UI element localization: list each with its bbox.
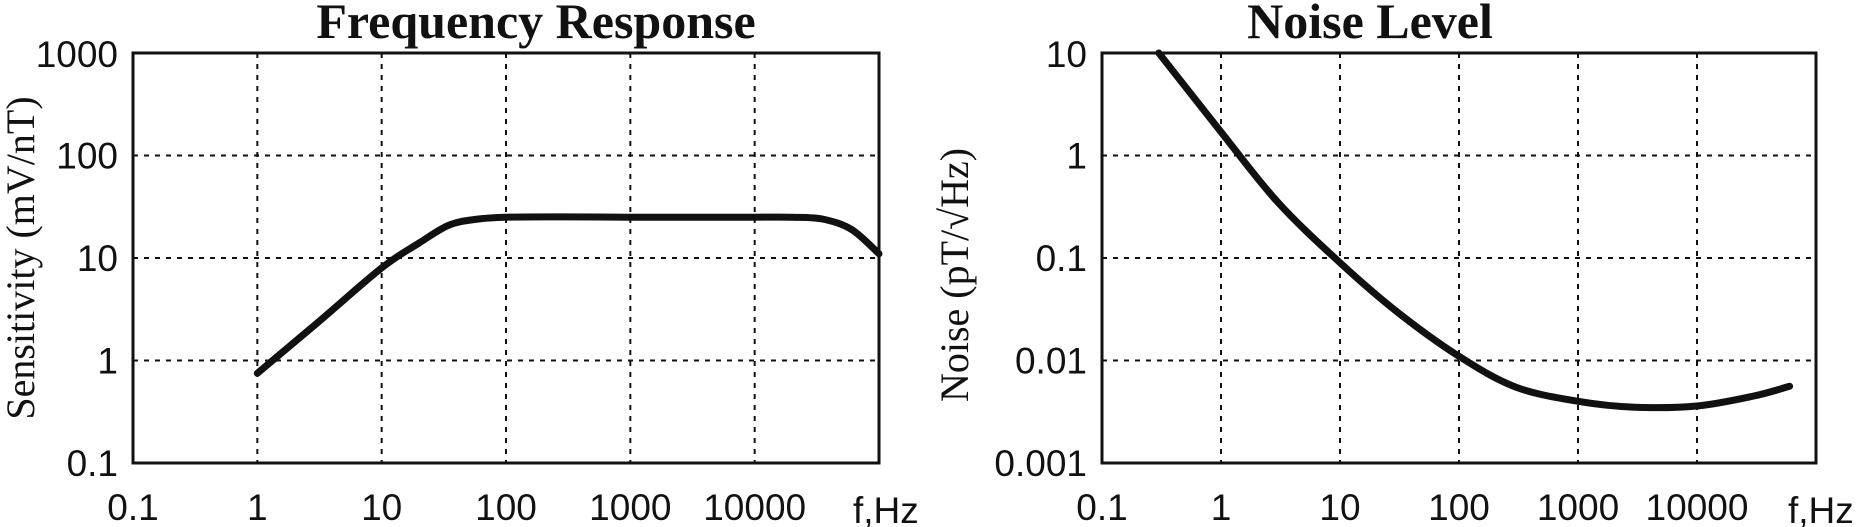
noise-level-plot-frame <box>1100 51 1818 465</box>
frequency-response-title: Frequency Response <box>316 0 755 49</box>
frequency-response-x-tick-label: 0.1 <box>107 487 158 527</box>
frequency-response-x-tick-label: 10 <box>361 487 402 527</box>
frequency-response-x-axis-label: f,Hz <box>853 490 919 527</box>
noise-level-x-tick-label: 10000 <box>1646 487 1749 527</box>
frequency-response-x-tick-label: 1 <box>247 487 268 527</box>
noise-level-x-tick-label: 100 <box>1428 487 1490 527</box>
frequency-response-y-tick-label: 10 <box>77 238 118 279</box>
noise-level-y-tick-label: 1 <box>1066 136 1087 177</box>
noise-level-x-tick-label: 1000 <box>1537 487 1619 527</box>
noise-level-y-tick-label: 0.01 <box>1015 341 1087 382</box>
frequency-response-plot-frame <box>131 51 881 465</box>
noise-level-y-axis-label: Noise (pT/√Hz) <box>932 148 977 402</box>
noise-level-title: Noise Level <box>1247 0 1493 49</box>
frequency-response-y-tick-label: 1000 <box>36 34 118 75</box>
frequency-response-x-tick-label: 100 <box>475 487 537 527</box>
frequency-response-chart: Frequency Response 0.1 1 10 100 1000 0.1 1 10 1… <box>0 0 919 527</box>
frequency-response-curve <box>253 213 883 377</box>
frequency-response-y-tick-label: 100 <box>56 136 118 177</box>
noise-level-grid <box>1102 53 1816 463</box>
frequency-response-y-ticks: 0.1 1 10 100 1000 <box>36 34 118 484</box>
frequency-response-grid <box>133 53 879 463</box>
noise-level-y-tick-label: 10 <box>1046 34 1087 75</box>
frequency-response-y-axis-label: Sensitivity (mV/nT) <box>0 96 43 419</box>
noise-level-x-tick-label: 1 <box>1211 487 1232 527</box>
frequency-response-x-ticks: 0.1 1 10 100 1000 10000 <box>107 487 806 527</box>
noise-level-y-tick-label: 0.1 <box>1036 238 1087 279</box>
noise-level-x-tick-label: 10 <box>1319 487 1360 527</box>
frequency-response-y-tick-label: 0.1 <box>67 443 118 484</box>
noise-level-x-tick-label: 0.1 <box>1076 487 1127 527</box>
noise-level-y-ticks: 10 1 0.1 0.01 0.001 <box>994 34 1087 484</box>
frequency-response-x-tick-label: 10000 <box>703 487 806 527</box>
noise-level-x-ticks: 0.1 1 10 100 1000 10000 <box>1076 487 1748 527</box>
noise-level-curve <box>1155 49 1794 412</box>
frequency-response-y-tick-label: 1 <box>97 341 118 382</box>
noise-level-chart: Noise Level 10 1 0.1 0.01 0.001 0.1 1 10 100 100… <box>932 0 1854 527</box>
frequency-response-x-tick-label: 1000 <box>589 487 671 527</box>
noise-level-x-axis-label: f,Hz <box>1788 490 1854 527</box>
noise-level-y-tick-label: 0.001 <box>994 443 1087 484</box>
